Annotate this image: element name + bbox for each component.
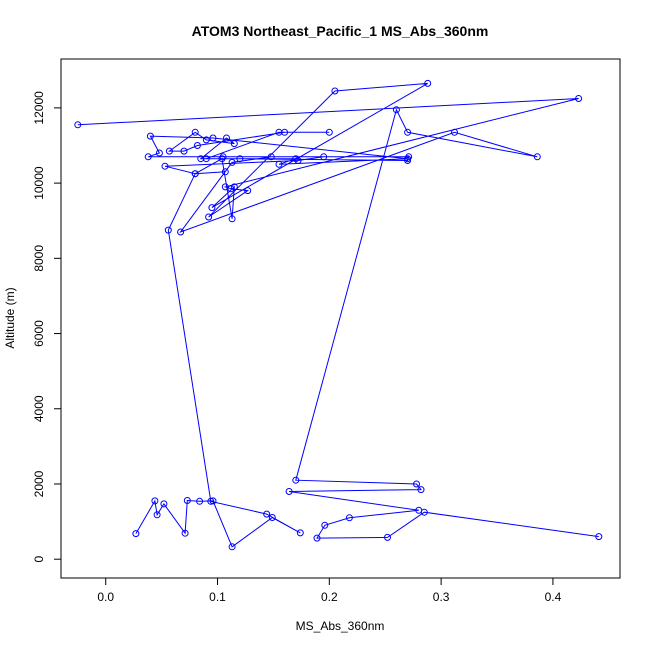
data-point xyxy=(228,543,236,551)
y-axis: 0 2000 4000 6000 8000 10000 12000 xyxy=(32,91,62,563)
x-tick-label: 0.2 xyxy=(321,590,338,604)
data-point xyxy=(177,228,185,236)
data-point xyxy=(165,147,173,155)
data-point xyxy=(331,87,339,95)
data-point xyxy=(227,185,235,193)
data-point xyxy=(202,136,210,144)
data-point xyxy=(392,106,400,114)
data-point xyxy=(268,514,276,521)
data-point xyxy=(321,521,329,529)
data-point xyxy=(384,533,391,541)
data-point xyxy=(320,153,328,161)
data-point xyxy=(219,153,227,161)
chart-title: ATOM3 Northeast_Pacific_1 MS_Abs_360nm xyxy=(192,23,489,39)
data-point xyxy=(275,160,283,168)
data-point xyxy=(296,529,304,537)
y-tick-label: 10000 xyxy=(32,166,46,200)
data-point xyxy=(181,529,189,537)
y-tick-label: 6000 xyxy=(32,320,46,347)
data-point xyxy=(285,488,293,495)
data-point xyxy=(595,533,603,541)
data-point xyxy=(151,497,159,505)
data-point xyxy=(275,128,283,136)
data-point xyxy=(193,142,201,149)
data-point xyxy=(420,508,428,516)
data-point xyxy=(164,226,172,234)
data-point xyxy=(244,187,252,195)
data-point xyxy=(294,157,302,164)
data-point xyxy=(144,153,152,161)
data-point xyxy=(208,204,216,212)
y-tick-label: 4000 xyxy=(32,395,46,422)
series-line xyxy=(77,82,599,539)
y-axis-label: Altitude (m) xyxy=(3,287,17,348)
series-layer xyxy=(74,79,603,551)
data-point xyxy=(228,158,236,166)
data-point xyxy=(183,497,191,504)
data-point xyxy=(221,168,229,176)
data-point xyxy=(413,480,420,488)
x-tick-label: 0.0 xyxy=(97,590,114,604)
data-point xyxy=(236,155,244,163)
x-tick-label: 0.3 xyxy=(433,590,450,604)
y-tick-label: 12000 xyxy=(32,91,46,125)
data-point xyxy=(196,497,204,505)
x-axis-label: MS_Abs_360nm xyxy=(296,619,385,633)
x-tick-label: 0.4 xyxy=(545,590,562,604)
data-point xyxy=(153,511,161,519)
data-point xyxy=(267,153,275,161)
x-axis: 0.0 0.1 0.2 0.3 0.4 xyxy=(97,577,562,604)
data-point xyxy=(263,510,271,518)
data-point xyxy=(160,500,168,508)
data-point xyxy=(180,147,188,155)
data-point xyxy=(161,162,169,170)
data-point xyxy=(533,153,541,161)
data-point xyxy=(207,497,215,505)
data-point xyxy=(202,155,210,163)
data-point xyxy=(228,215,236,223)
data-point xyxy=(345,514,353,522)
data-point xyxy=(205,213,213,221)
data-point xyxy=(575,95,583,102)
data-point xyxy=(209,134,217,142)
data-point xyxy=(155,149,163,157)
data-point xyxy=(404,128,412,136)
data-point xyxy=(292,155,300,163)
data-point xyxy=(191,170,199,178)
y-tick-label: 2000 xyxy=(32,470,46,497)
data-point xyxy=(292,476,300,484)
data-point xyxy=(74,121,82,129)
data-point xyxy=(417,486,425,494)
x-tick-label: 0.1 xyxy=(209,590,226,604)
y-tick-label: 8000 xyxy=(32,245,46,272)
data-point xyxy=(451,128,458,136)
data-point xyxy=(424,79,432,87)
data-point xyxy=(132,530,140,538)
y-tick-label: 0 xyxy=(32,556,46,563)
data-point xyxy=(313,534,321,542)
data-point xyxy=(146,132,154,140)
data-point xyxy=(230,183,238,191)
series-line xyxy=(135,171,301,548)
data-point xyxy=(325,128,333,136)
data-point xyxy=(223,134,230,142)
plot-frame xyxy=(60,58,621,579)
data-point xyxy=(191,128,199,136)
data-point xyxy=(404,155,412,163)
data-point xyxy=(230,140,238,148)
